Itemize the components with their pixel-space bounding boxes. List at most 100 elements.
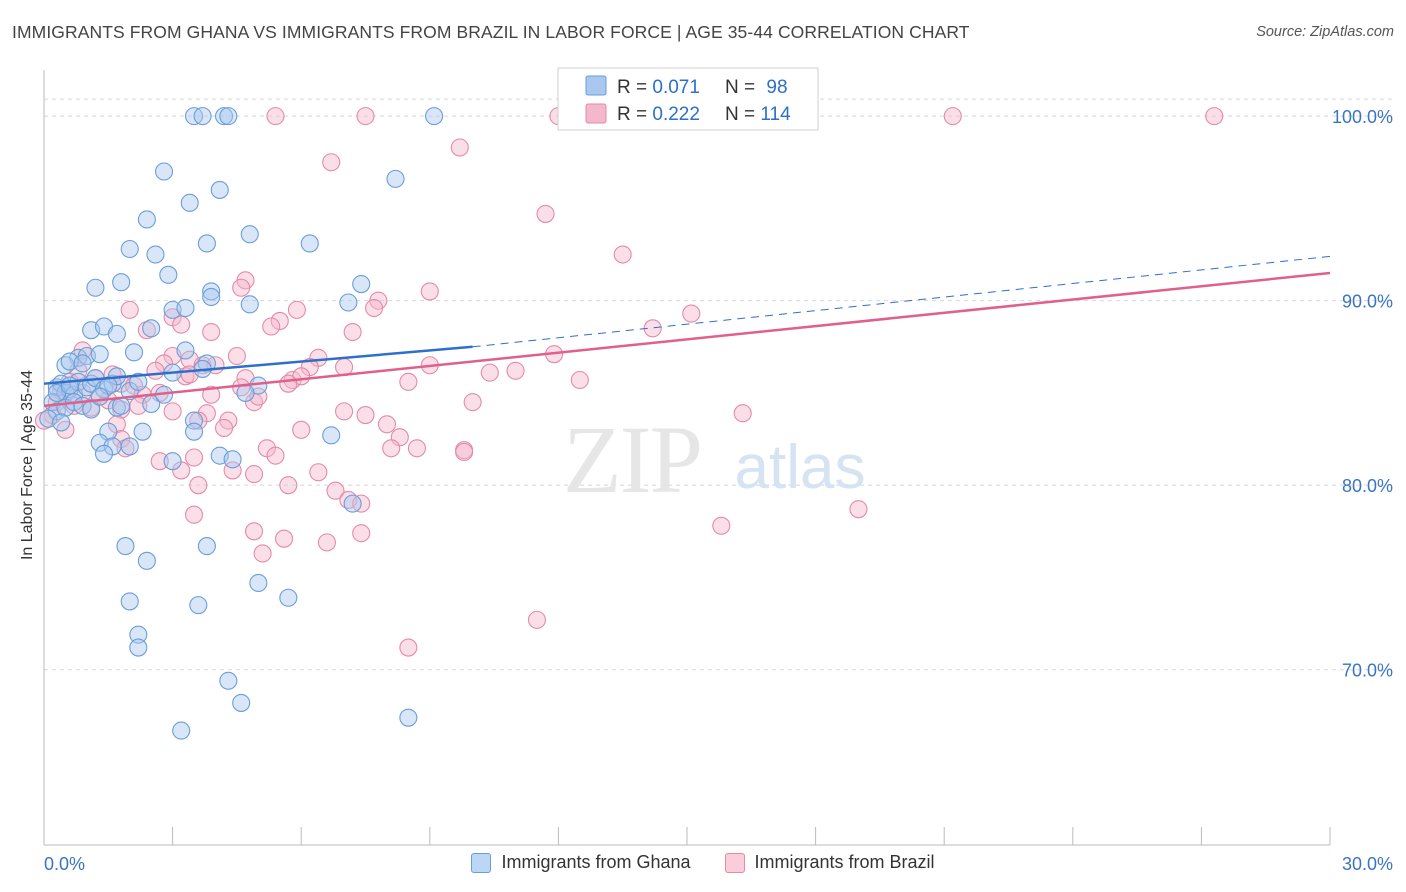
ghana-point-32 [124,343,144,362]
brazil-point-93 [849,500,868,519]
ghana-point-21 [240,295,259,314]
brazil-point-18 [172,315,191,334]
ghana-point-16 [112,273,131,292]
brazil-point-90 [326,481,345,500]
chart-title: IMMIGRANTS FROM GHANA VS IMMIGRANTS FROM… [12,22,970,42]
ghana-point-76 [163,452,182,471]
ghana-point-8 [180,193,199,212]
trendline-brazil [43,271,1331,408]
brazil-point-19 [682,304,701,323]
brazil-point-113 [463,393,482,412]
y-tick-label-0: 70.0% [1342,661,1393,681]
brazil-point-97 [352,524,371,543]
ghana-point-15 [159,265,178,284]
trendline-ghana-extension [472,255,1331,348]
brazil-point-78 [407,439,426,458]
svg-text:N = 98: N = 98 [725,77,788,98]
brazil-point-94 [184,505,204,524]
svg-text:R = 0.071: R = 0.071 [617,77,700,98]
brazil-point-3 [943,107,962,126]
brazil-point-67 [189,411,208,430]
brazil-point-0 [266,107,285,126]
brazil-point-98 [275,529,294,548]
brazil-point-51 [279,374,298,393]
ghana-point-68 [133,422,152,441]
svg-text:R = 0.222: R = 0.222 [617,104,700,125]
brazil-point-10 [232,278,251,297]
brazil-point-45 [570,370,589,390]
ghana-point-5 [154,162,174,181]
brazil-point-66 [733,404,752,423]
brazil-point-99 [317,533,336,552]
legend-swatch-ghana-bottom [471,852,492,873]
brazil-point-4 [1205,107,1224,126]
brazil-point-89 [279,476,298,495]
series-ghana-points [39,107,444,740]
ghana-point-88 [232,693,251,712]
legend-r-value-ghana: 0.071 [652,77,700,98]
legend-r-value-brazil: 0.222 [652,104,700,125]
ghana-point-72 [120,437,139,456]
ghana-point-93 [129,372,148,391]
brazil-point-5 [450,138,469,157]
brazil-point-11 [420,282,439,301]
ghana-point-81 [249,573,268,593]
brazil-point-44 [399,372,418,391]
ghana-point-11 [197,234,216,253]
y-tick-label-2: 90.0% [1342,292,1393,312]
ghana-point-94 [60,376,79,395]
brazil-point-72 [214,418,234,438]
ghana-point-19 [352,274,371,294]
stats-legend: R = 0.071 N = 98 R = 0.222 N = 114 [557,67,819,131]
ghana-point-65 [52,413,71,432]
ghana-point-4 [425,107,444,126]
y-tick-label-3: 100.0% [1332,107,1393,127]
ghana-point-86 [129,638,148,657]
brazil-point-36 [506,361,525,380]
series-legend: Immigrants from Ghana Immigrants from Br… [0,852,1406,873]
brazil-point-95 [712,516,731,535]
ghana-point-12 [300,234,319,253]
brazil-point-35 [480,363,499,382]
legend-swatch-ghana [585,75,607,96]
ghana-point-69 [184,422,204,441]
ghana-point-60 [112,396,131,415]
brazil-point-96 [244,522,264,541]
legend-item-brazil: Immigrants from Brazil [724,852,935,873]
brazil-point-87 [309,463,328,482]
x-tick-label-1: 30.0% [1342,854,1393,874]
legend-n-label-brazil: N = [725,104,760,125]
svg-text:N = 114: N = 114 [725,104,791,125]
legend-n-value-brazil: 114 [760,104,791,125]
brazil-point-101 [527,610,547,629]
brazil-point-77 [382,439,401,458]
ghana-point-63 [236,383,255,402]
legend-swatch-brazil [585,103,607,124]
ghana-point-7 [210,180,229,199]
source-credit: Source: ZipAtlas.com [1256,24,1394,40]
ghana-point-73 [322,426,341,445]
brazil-point-17 [270,311,289,331]
brazil-point-15 [287,300,306,319]
y-axis-label: In Labor Force | Age 35-44 [19,369,36,561]
ghana-point-79 [197,537,216,556]
ghana-point-90 [172,721,191,740]
y-tick-labels: 70.0% 80.0% 90.0% 100.0% [1332,107,1393,681]
brazil-point-80 [455,442,474,462]
brazil-point-6 [322,153,341,172]
brazil-point-1 [356,107,375,126]
ghana-point-31 [90,345,109,364]
axes [43,70,1331,846]
y-tick-label-1: 80.0% [1342,476,1393,496]
brazil-point-39 [146,361,165,380]
brazil-point-13 [365,298,384,318]
ghana-point-6 [386,169,405,188]
ghana-point-97 [223,450,242,469]
ghana-point-82 [279,588,298,607]
brazil-point-100 [253,544,272,563]
brazil-point-111 [356,406,375,425]
brazil-point-88 [189,476,208,495]
legend-r-label-ghana: R = [617,77,652,98]
brazil-point-63 [163,402,182,421]
ghana-point-10 [240,225,259,244]
